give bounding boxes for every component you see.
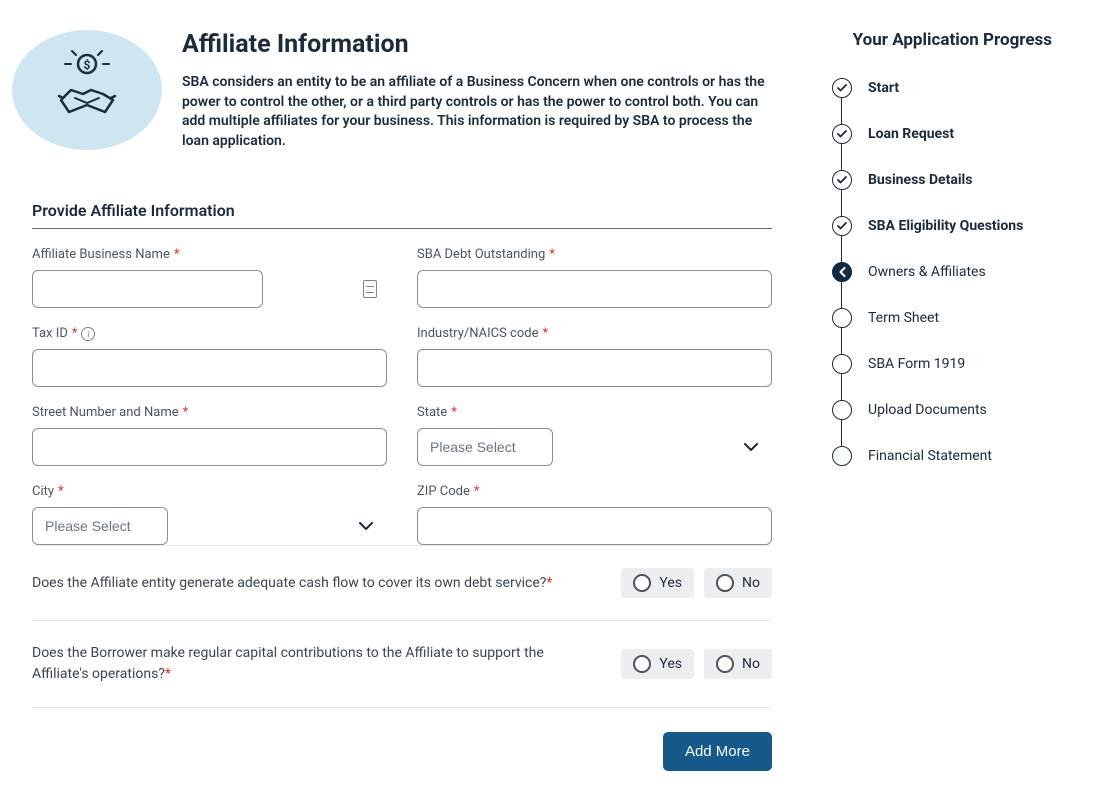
- chevron-down-icon: [744, 443, 758, 451]
- main-content: $ Affiliate Information SBA considers an…: [12, 30, 772, 771]
- chevron-left-icon: [832, 262, 852, 282]
- cashflow-yes-radio[interactable]: Yes: [621, 568, 694, 598]
- progress-step-label: SBA Eligibility Questions: [868, 218, 1023, 234]
- zip-label: ZIP Code*: [417, 484, 772, 499]
- page-description: SBA considers an entity to be an affilia…: [182, 73, 772, 151]
- progress-step-label: Loan Request: [868, 126, 954, 142]
- progress-step[interactable]: Upload Documents: [832, 400, 1052, 446]
- tax-id-label: Tax ID* i: [32, 326, 387, 341]
- city-select[interactable]: Please Select: [32, 507, 168, 545]
- sidebar-title: Your Application Progress: [832, 30, 1052, 50]
- state-select[interactable]: Please Select: [417, 428, 553, 466]
- progress-step-label: Start: [868, 80, 899, 96]
- progress-step-label: Financial Statement: [868, 448, 992, 464]
- chevron-down-icon: [359, 522, 373, 530]
- progress-step-label: Term Sheet: [868, 310, 939, 326]
- sba-debt-label: SBA Debt Outstanding*: [417, 247, 772, 262]
- affiliate-name-label: Affiliate Business Name*: [32, 247, 387, 262]
- naics-label: Industry/NAICS code*: [417, 326, 772, 341]
- progress-sidebar: Your Application Progress Start Loan Requ…: [832, 30, 1052, 771]
- question-contributions: Does the Borrower make regular capital c…: [32, 620, 772, 707]
- sba-debt-input[interactable]: [417, 270, 772, 308]
- cashflow-no-radio[interactable]: No: [704, 568, 772, 598]
- page-title: Affiliate Information: [182, 30, 772, 59]
- radio-icon: [716, 574, 734, 592]
- section-title: Provide Affiliate Information: [32, 201, 772, 229]
- progress-step[interactable]: SBA Eligibility Questions: [832, 216, 1052, 262]
- check-icon: [832, 124, 852, 144]
- progress-step-label: SBA Form 1919: [868, 356, 965, 372]
- circle-icon: [832, 446, 852, 466]
- circle-icon: [832, 354, 852, 374]
- progress-step[interactable]: Start: [832, 78, 1052, 124]
- street-input[interactable]: [32, 428, 387, 466]
- radio-icon: [633, 574, 651, 592]
- progress-step-label: Upload Documents: [868, 402, 987, 418]
- circle-icon: [832, 400, 852, 420]
- radio-icon: [633, 655, 651, 673]
- progress-step[interactable]: Loan Request: [832, 124, 1052, 170]
- add-more-button[interactable]: Add More: [663, 732, 772, 771]
- naics-input[interactable]: [417, 349, 772, 387]
- check-icon: [832, 78, 852, 98]
- check-icon: [832, 170, 852, 190]
- svg-text:$: $: [84, 58, 91, 72]
- contributions-no-radio[interactable]: No: [704, 649, 772, 679]
- progress-step[interactable]: SBA Form 1919: [832, 354, 1052, 400]
- contact-card-icon: [363, 280, 377, 298]
- circle-icon: [832, 308, 852, 328]
- contributions-yes-radio[interactable]: Yes: [621, 649, 694, 679]
- street-label: Street Number and Name*: [32, 405, 387, 420]
- progress-step[interactable]: Owners & Affiliates: [832, 262, 1052, 308]
- affiliate-name-input[interactable]: [32, 270, 263, 308]
- radio-icon: [716, 655, 734, 673]
- handshake-icon: $: [12, 30, 162, 150]
- progress-step[interactable]: Business Details: [832, 170, 1052, 216]
- form-grid: Affiliate Business Name* SBA Debt Outsta…: [32, 247, 772, 545]
- question-cashflow-text: Does the Affiliate entity generate adequ…: [32, 575, 546, 591]
- zip-input[interactable]: [417, 507, 772, 545]
- city-label: City*: [32, 484, 387, 499]
- header-section: $ Affiliate Information SBA considers an…: [12, 30, 772, 151]
- state-label: State*: [417, 405, 772, 420]
- info-icon[interactable]: i: [81, 327, 95, 341]
- progress-step[interactable]: Financial Statement: [832, 446, 1052, 466]
- tax-id-input[interactable]: [32, 349, 387, 387]
- question-cashflow: Does the Affiliate entity generate adequ…: [32, 545, 772, 620]
- progress-step-label: Business Details: [868, 172, 972, 188]
- check-icon: [832, 216, 852, 236]
- question-contributions-text: Does the Borrower make regular capital c…: [32, 645, 544, 682]
- progress-step-label: Owners & Affiliates: [868, 264, 986, 280]
- progress-step[interactable]: Term Sheet: [832, 308, 1052, 354]
